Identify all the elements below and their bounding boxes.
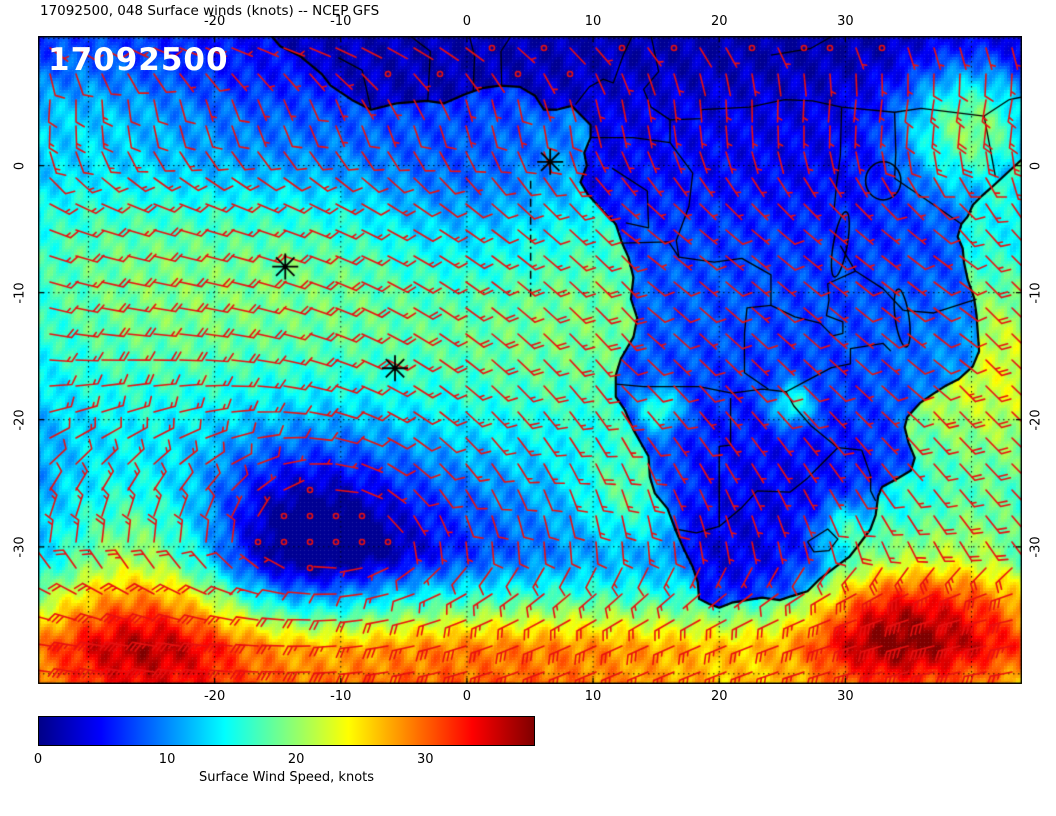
lat-tick-right--30: -30: [1028, 536, 1044, 558]
colorbar-tick-20: 20: [287, 752, 305, 767]
lon-tick-bottom-10: 10: [584, 689, 602, 704]
lat-tick-left--20: -20: [12, 409, 28, 431]
lat-tick-right-0: 0: [1028, 161, 1044, 170]
init-date-label: 17092500: [48, 42, 229, 78]
lon-tick-top-20: 20: [710, 14, 728, 29]
page-title: 17092500, 048 Surface winds (knots) -- N…: [40, 3, 380, 19]
lon-tick-top--20: -20: [203, 14, 226, 29]
lon-tick-bottom--10: -10: [330, 689, 352, 704]
lat-tick-right--10: -10: [1028, 282, 1044, 304]
lat-tick-right--20: -20: [1028, 409, 1044, 431]
lon-tick-bottom--20: -20: [203, 689, 226, 704]
lat-tick-left-0: 0: [12, 161, 28, 170]
lon-tick-top-30: 30: [837, 14, 854, 29]
colorbar-tick-10: 10: [158, 752, 176, 767]
colorbar-title: Surface Wind Speed, knots: [198, 770, 375, 785]
colorbar: [38, 716, 535, 746]
lon-tick-bottom-30: 30: [837, 689, 854, 704]
lon-tick-bottom-0: 0: [462, 689, 472, 704]
lon-tick-top-10: 10: [584, 14, 602, 29]
colorbar-tick-30: 30: [416, 752, 434, 767]
lon-tick-top-0: 0: [462, 14, 472, 29]
lat-tick-left--30: -30: [12, 536, 28, 558]
weather-map: 17092500: [38, 36, 1022, 684]
lon-tick-top--10: -10: [330, 14, 352, 29]
lat-tick-left--10: -10: [12, 282, 28, 304]
wind-map-canvas: [38, 36, 1022, 684]
colorbar-tick-0: 0: [33, 752, 43, 767]
lon-tick-bottom-20: 20: [710, 689, 728, 704]
